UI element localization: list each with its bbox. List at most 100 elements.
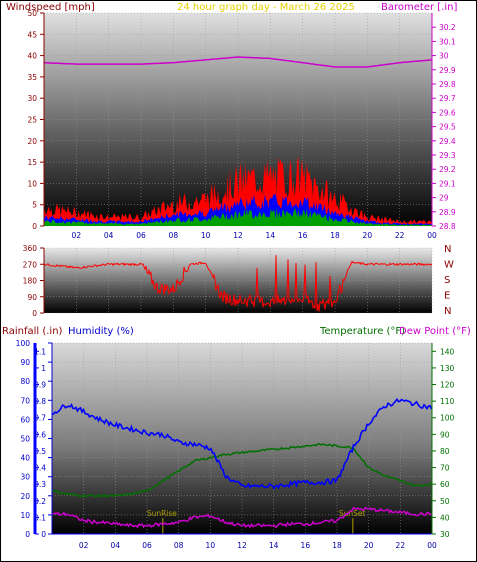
temperature-tick-label: 100 [440, 414, 455, 423]
humidity-hour-label: 20 [364, 541, 374, 550]
compass-label: S [444, 275, 450, 286]
barometer-axis-label: Barometer [.in] [381, 2, 457, 13]
barometer-tick-label: 29.5 [439, 123, 456, 132]
wind-hour-label: 14 [266, 231, 276, 240]
barometer-tick-label: 29.8 [439, 80, 456, 89]
rainfall-tick-label: 0.3 [34, 480, 46, 489]
humidity-tick-label: 70 [20, 396, 30, 405]
direction-tick-label: 360 [23, 244, 38, 253]
rainfall-tick-label: 0.4 [34, 464, 46, 473]
rainfall-tick-label: 0.9 [34, 381, 46, 390]
temperature-tick-label: 30 [440, 530, 450, 539]
wind-left-ticks: 0 5 10 15 20 25 30 35 40 45 50 [27, 9, 44, 231]
sunset-label: SunSet [339, 509, 366, 518]
humidity-hour-label: 08 [174, 541, 184, 550]
humidity-tick-label: 10 [20, 511, 30, 520]
compass-label: E [444, 291, 450, 302]
rainfall-axis-label: Rainfall (.in) [2, 326, 63, 337]
wind-tick-label: 10 [27, 179, 37, 188]
wind-hour-label: 06 [136, 231, 146, 240]
temperature-tick-label: 60 [440, 480, 450, 489]
rainfall-tick-label: 0.6 [34, 430, 46, 439]
dewpoint-series [51, 506, 432, 529]
humidity-data [51, 397, 433, 535]
wind-tick-label: 20 [27, 137, 37, 146]
temperature-series [51, 442, 432, 498]
wind-hour-label: 16 [298, 231, 308, 240]
rainfall-tick-label: 0.1 [34, 513, 46, 522]
rainfall-tick-label: 0.5 [34, 447, 46, 456]
rainfall-tick-label: 1 [41, 364, 46, 373]
wind-tick-label: 30 [27, 94, 37, 103]
humidity-x-ticks: 02 04 06 08 10 12 14 16 18 20 22 00 [79, 541, 437, 550]
barometer-tick-label: 29.4 [439, 137, 456, 146]
temperature-tick-label: 90 [440, 430, 450, 439]
wind-tick-label: 45 [27, 30, 37, 39]
wind-hour-label: 00 [427, 231, 437, 240]
wind-tick-label: 50 [27, 9, 37, 18]
wind-hour-label: 10 [201, 231, 211, 240]
wind-hour-label: 04 [104, 231, 114, 240]
wind-hour-label: 22 [395, 231, 405, 240]
wind-tick-label: 15 [27, 158, 37, 167]
compass-label: W [444, 260, 454, 271]
humidity-hour-label: 00 [427, 541, 437, 550]
dewpoint-axis-label: Dew Point (°F) [399, 326, 471, 337]
barometer-tick-label: 29.1 [439, 179, 456, 188]
rainfall-ticks: 0 0.1 0.2 0.3 0.4 0.5 0.6 0.7 0.8 0.9 1 1.1 [34, 347, 46, 539]
rainfall-tick-label: 0.2 [34, 497, 46, 506]
barometer-tick-label: 29.2 [439, 165, 456, 174]
wind-low-series [44, 207, 432, 226]
humidity-tick-label: 30 [20, 473, 30, 482]
direction-data [43, 255, 433, 312]
wind-tick-label: 0 [32, 222, 37, 231]
humidity-hour-label: 02 [79, 541, 89, 550]
wind-hour-label: 20 [363, 231, 373, 240]
temperature-tick-label: 40 [440, 513, 450, 522]
humidity-series [51, 397, 433, 490]
rainfall-tick-label: 1.1 [34, 347, 46, 356]
wind-data [43, 56, 433, 226]
barometer-tick-label: 29.6 [439, 108, 456, 117]
barometer-tick-label: 29.9 [439, 66, 456, 75]
barometer-series [43, 56, 433, 68]
humidity-hour-label: 04 [111, 541, 121, 550]
humidity-tick-label: 20 [20, 492, 30, 501]
wind-hour-label: 18 [330, 231, 340, 240]
humidity-tick-label: 90 [20, 358, 30, 367]
direction-tick-label: 0 [32, 309, 37, 318]
direction-tick-label: 180 [23, 277, 38, 286]
direction-tick-label: 270 [23, 260, 38, 269]
direction-tick-label: 90 [27, 293, 37, 302]
temperature-tick-label: 120 [440, 381, 455, 390]
temperature-axis-label: Temperature (°F) [319, 326, 405, 337]
temperature-tick-label: 140 [440, 347, 455, 356]
wind-x-ticks: 02 04 06 08 10 12 14 16 18 20 22 00 [72, 231, 437, 240]
humidity-hour-label: 14 [269, 541, 279, 550]
humidity-hour-label: 12 [237, 541, 247, 550]
rainfall-tick-label: 0 [41, 530, 46, 539]
humidity-hour-label: 18 [332, 541, 342, 550]
barometer-tick-label: 30 [439, 52, 449, 61]
humidity-axis-label: Humidity (%) [68, 326, 134, 337]
compass-label: N [444, 306, 451, 317]
wind-tick-label: 40 [27, 52, 37, 61]
humidity-tick-label: 60 [20, 415, 30, 424]
wind-hour-label: 12 [233, 231, 243, 240]
compass-label: N [444, 244, 451, 255]
humidity-hour-label: 10 [206, 541, 216, 550]
wind-gust-series [44, 156, 432, 226]
wind-tick-label: 5 [32, 201, 37, 210]
wind-tick-label: 35 [27, 73, 37, 82]
wind-average-series [44, 193, 432, 226]
wind-hour-label: 02 [72, 231, 82, 240]
barometer-tick-label: 30.1 [439, 37, 456, 46]
temperature-tick-label: 130 [440, 364, 455, 373]
barometer-tick-label: 28.8 [439, 222, 456, 231]
humidity-hour-label: 22 [396, 541, 406, 550]
barometer-tick-label: 29.3 [439, 151, 456, 160]
graph-title: 24 hour graph day - March 26 2025 [177, 2, 355, 13]
